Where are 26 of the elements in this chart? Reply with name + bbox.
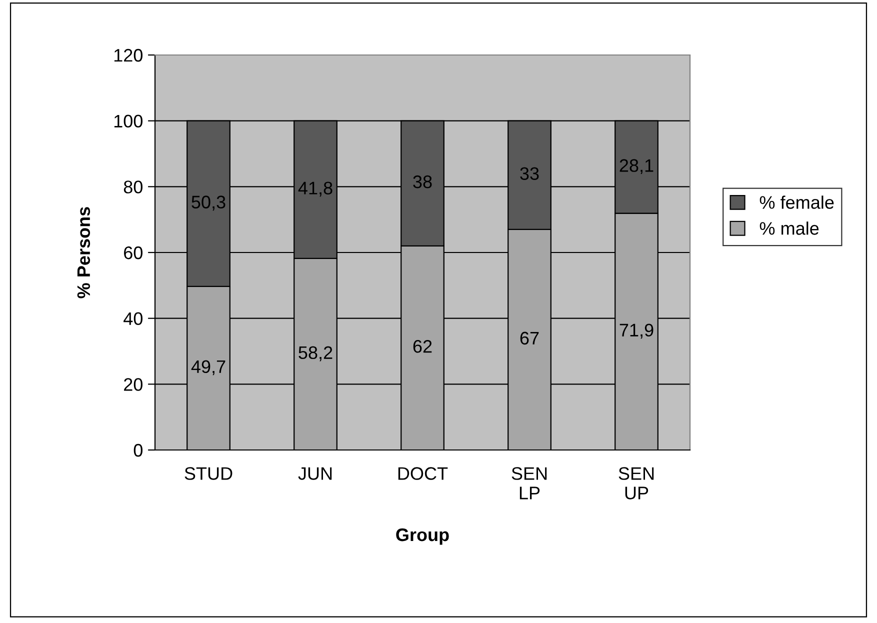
y-tick-label: 60 — [124, 246, 142, 260]
x-axis-title: Group — [396, 528, 449, 545]
y-tick-label: 80 — [124, 180, 142, 194]
data-label: 28,1 — [620, 159, 654, 174]
x-tick-label: SEN UP — [618, 467, 654, 500]
data-label: 33 — [520, 167, 539, 180]
data-label: 58,2 — [298, 346, 332, 362]
data-label: 62 — [413, 340, 432, 353]
data-label: 38 — [413, 175, 432, 188]
y-tick-label: 120 — [114, 48, 142, 62]
x-tick-label: DOCT — [398, 467, 448, 480]
legend-label: % female — [760, 196, 834, 209]
y-tick-label: 100 — [114, 114, 142, 128]
data-label: 50,3 — [192, 196, 226, 211]
data-label: 71,9 — [620, 324, 654, 339]
legend-label: % male — [760, 222, 819, 235]
y-tick-label: 40 — [124, 312, 142, 326]
data-label: 49,7 — [191, 360, 226, 376]
y-tick-label: 0 — [134, 444, 142, 457]
data-label: 67 — [520, 332, 539, 345]
x-tick-label: STUD — [184, 467, 232, 480]
data-label: 41,8 — [298, 182, 332, 197]
y-tick-label: 20 — [124, 378, 142, 391]
x-tick-label: SEN LP — [512, 467, 547, 500]
x-tick-label: JUN — [298, 467, 332, 480]
y-axis-title: % Persons — [77, 207, 90, 298]
